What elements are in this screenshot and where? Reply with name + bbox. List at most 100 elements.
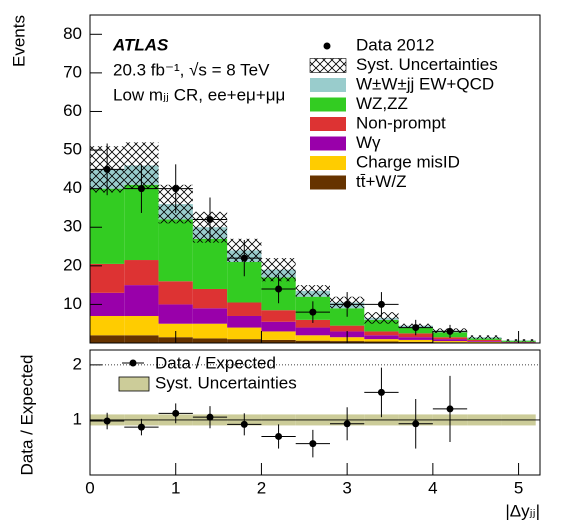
x-tick-label: 2 xyxy=(257,478,266,497)
y-tick-label: 40 xyxy=(63,178,82,197)
stack-segment xyxy=(227,302,262,316)
legend-swatch xyxy=(310,156,346,170)
y-tick-label: 60 xyxy=(63,101,82,120)
legend-label: Data / Expected xyxy=(155,353,276,372)
stack-segment xyxy=(124,285,159,316)
data-point xyxy=(206,216,214,224)
x-tick-label: 3 xyxy=(342,478,351,497)
stack-segment xyxy=(261,331,296,340)
y-tick-label: 50 xyxy=(63,140,82,159)
stack-segment xyxy=(398,339,433,342)
y-axis-label: Data / Expected xyxy=(17,355,36,476)
data-point xyxy=(343,300,351,308)
y-tick-label: 10 xyxy=(63,294,82,313)
syst-band xyxy=(261,258,296,282)
x-tick-label: 4 xyxy=(428,478,437,497)
stack-segment xyxy=(158,304,193,324)
atlas-label: ATLAS xyxy=(112,35,169,54)
stack-segment xyxy=(364,331,399,336)
stack-segment xyxy=(192,308,228,324)
stack-segment xyxy=(330,325,365,332)
stack-segment xyxy=(227,327,262,340)
stack-segment xyxy=(295,340,330,343)
legend-label: Syst. Uncertainties xyxy=(356,55,498,74)
data-point xyxy=(377,388,385,396)
stack-segment xyxy=(261,310,296,322)
stack-segment xyxy=(90,263,125,293)
y-tick-label: 2 xyxy=(73,354,82,373)
stack-segment xyxy=(261,321,296,332)
y-tick-label: 30 xyxy=(63,217,82,236)
stack-segment xyxy=(467,339,502,342)
stack-segment xyxy=(90,315,125,336)
stack-segment xyxy=(364,319,399,332)
data-point xyxy=(377,300,385,308)
legend-label: WZ,ZZ xyxy=(356,94,408,113)
syst-band xyxy=(467,335,502,340)
legend-label: Wγ xyxy=(356,133,381,152)
stack-segment xyxy=(364,339,399,342)
legend-label: W±W±jj EW+QCD xyxy=(356,74,494,93)
plot-frame xyxy=(89,14,541,344)
y-tick-label: 20 xyxy=(63,255,82,274)
stack-segment xyxy=(124,260,159,286)
stack-segment xyxy=(398,341,433,343)
stack-segment xyxy=(124,335,159,343)
y-axis-label: Events xyxy=(9,15,28,67)
annotation: 20.3 fb⁻¹, √s = 8 TeV xyxy=(113,60,270,79)
stack-segment xyxy=(192,288,228,309)
x-tick-label: 5 xyxy=(514,478,523,497)
x-axis-label: |Δyⱼⱼ| xyxy=(505,501,540,520)
data-point xyxy=(240,420,248,428)
stack-segment xyxy=(467,341,502,342)
y-tick-label: 1 xyxy=(73,409,82,428)
annotation: Low mⱼⱼ CR, ee+eμ+μμ xyxy=(113,85,285,104)
legend-label: Charge misID xyxy=(356,152,460,171)
data-point xyxy=(309,440,317,448)
legend-marker xyxy=(129,359,137,367)
stack-segment xyxy=(398,337,433,340)
legend-label: Non-prompt xyxy=(356,113,446,132)
data-point xyxy=(137,185,145,193)
legend-swatch xyxy=(310,117,346,131)
legend-swatch xyxy=(310,97,346,112)
data-point xyxy=(240,254,248,262)
stack-segment xyxy=(90,188,125,264)
data-point xyxy=(275,432,283,440)
legend-label: tt̄+W/Z xyxy=(356,172,407,191)
y-tick-label: 70 xyxy=(63,62,82,81)
data-point xyxy=(206,413,214,421)
stack-segment xyxy=(364,341,399,343)
legend-swatch xyxy=(310,136,346,151)
data-point xyxy=(412,420,420,428)
stack-segment xyxy=(467,341,502,343)
stack-segment xyxy=(124,315,159,336)
y-tick-label: 80 xyxy=(63,24,82,43)
stack-segment xyxy=(295,335,330,341)
data-point xyxy=(172,185,180,193)
legend-swatch xyxy=(309,58,347,73)
data-point xyxy=(343,420,351,428)
x-tick-label: 0 xyxy=(85,478,94,497)
data-point xyxy=(137,423,145,431)
stack-segment xyxy=(330,308,365,326)
x-tick-label: 1 xyxy=(171,478,180,497)
data-point xyxy=(446,405,454,413)
plot-frame xyxy=(89,349,541,476)
stack-segment xyxy=(432,341,468,343)
syst-band xyxy=(364,312,399,324)
syst-band xyxy=(295,285,330,297)
legend-swatch xyxy=(118,376,150,392)
data-point xyxy=(172,409,180,417)
legend-swatch xyxy=(310,78,346,92)
legend-marker xyxy=(323,42,331,50)
data-point xyxy=(103,417,111,425)
stack-segment xyxy=(432,337,468,340)
stack-segment xyxy=(158,281,193,305)
stack-segment xyxy=(192,338,228,343)
stack-segment xyxy=(192,238,228,289)
stack-segment xyxy=(158,323,193,338)
legend-label: Data 2012 xyxy=(356,35,434,54)
data-point xyxy=(309,308,317,316)
